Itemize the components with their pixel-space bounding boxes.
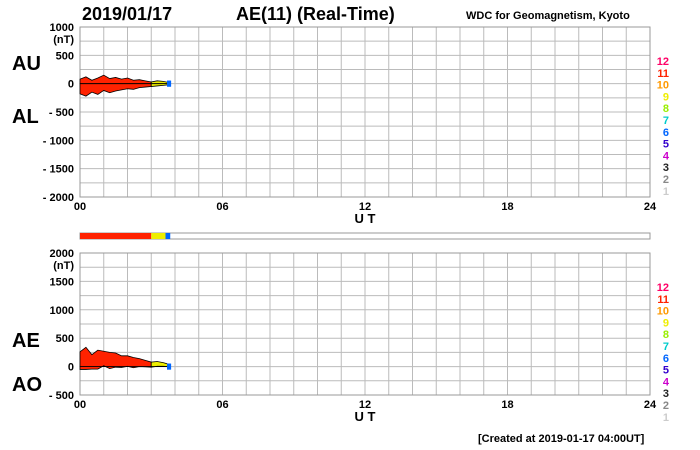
trace-ao-main (79, 365, 152, 370)
trace-au-tail (150, 80, 170, 85)
series-label-al: AL (12, 106, 39, 128)
x-tick-label: 00 (74, 399, 86, 411)
legend-level-5: 5 (663, 139, 669, 151)
series-label-ao: AO (12, 374, 42, 396)
legend-level-10: 10 (657, 306, 669, 318)
y-axis-unit: (nT) (53, 260, 74, 272)
legend-level-9: 9 (663, 91, 669, 103)
activity-bar-segment (80, 233, 152, 239)
x-axis-label: U T (355, 409, 376, 424)
legend-level-8: 8 (663, 103, 669, 115)
legend-level-7: 7 (663, 341, 669, 353)
y-tick-label: - 1000 (43, 135, 74, 147)
legend-level-6: 6 (663, 353, 669, 365)
x-tick-label: 24 (644, 201, 657, 213)
x-tick-label: 24 (644, 399, 657, 411)
trace-endpoint-marker (167, 363, 172, 370)
legend-level-3: 3 (663, 388, 669, 400)
activity-bar-segment (151, 233, 166, 239)
legend-level-12: 12 (657, 56, 669, 68)
plot-frame (79, 252, 651, 396)
activity-bar-segment (165, 233, 171, 239)
legend-level-6: 6 (663, 127, 669, 139)
legend-level-10: 10 (657, 80, 669, 92)
y-tick-label: 0 (68, 79, 74, 91)
x-tick-label: 06 (216, 201, 228, 213)
trace-endpoint-marker (167, 80, 172, 87)
legend-level-4: 4 (663, 376, 670, 388)
legend-level-9: 9 (663, 317, 669, 329)
created-timestamp: [Created at 2019-01-17 04:00UT] (478, 433, 645, 445)
data-source: WDC for Geomagnetism, Kyoto (466, 10, 630, 22)
y-tick-label: 1000 (50, 305, 74, 317)
y-tick-label: - 500 (49, 107, 74, 119)
y-tick-label: - 500 (49, 390, 74, 402)
legend-level-4: 4 (663, 150, 670, 162)
series-label-ae: AE (12, 330, 40, 352)
y-axis-unit: (nT) (53, 34, 74, 46)
legend-level-12: 12 (657, 282, 669, 294)
legend-level-2: 2 (663, 400, 669, 412)
legend-level-11: 11 (657, 68, 669, 80)
y-tick-label: 500 (56, 50, 74, 62)
x-tick-label: 12 (359, 399, 371, 411)
trace-ae-main (79, 346, 152, 367)
legend-level-3: 3 (663, 162, 669, 174)
trace-au-main (79, 74, 152, 85)
legend-level-5: 5 (663, 365, 669, 377)
legend-level-11: 11 (657, 294, 669, 306)
y-tick-label: 0 (68, 362, 74, 374)
series-label-au: AU (12, 53, 41, 75)
x-tick-label: 12 (359, 201, 371, 213)
y-tick-label: - 1500 (43, 164, 74, 176)
legend-level-7: 7 (663, 115, 669, 127)
chart-date: 2019/01/17 (82, 4, 173, 24)
y-tick-label: - 2000 (43, 192, 74, 204)
x-tick-label: 18 (501, 399, 513, 411)
plot-frame (79, 26, 651, 198)
trace-ao-tail (150, 365, 170, 368)
y-tick-label: 500 (56, 333, 74, 345)
x-tick-label: 06 (216, 399, 228, 411)
y-tick-label: 1000 (50, 22, 74, 34)
y-tick-label: 2000 (50, 248, 74, 260)
y-tick-label: 1500 (50, 276, 74, 288)
x-axis-label: U T (355, 211, 376, 226)
x-tick-label: 00 (74, 201, 86, 213)
chart-title: AE(11) (Real-Time) (236, 4, 395, 24)
trace-ae-tail (150, 361, 170, 367)
trace-al-main (79, 83, 152, 97)
trace-al-tail (150, 83, 170, 87)
legend-level-8: 8 (663, 329, 669, 341)
x-tick-label: 18 (501, 201, 513, 213)
legend-level-2: 2 (663, 174, 669, 186)
legend-level-1: 1 (663, 186, 669, 198)
legend-level-1: 1 (663, 412, 669, 424)
